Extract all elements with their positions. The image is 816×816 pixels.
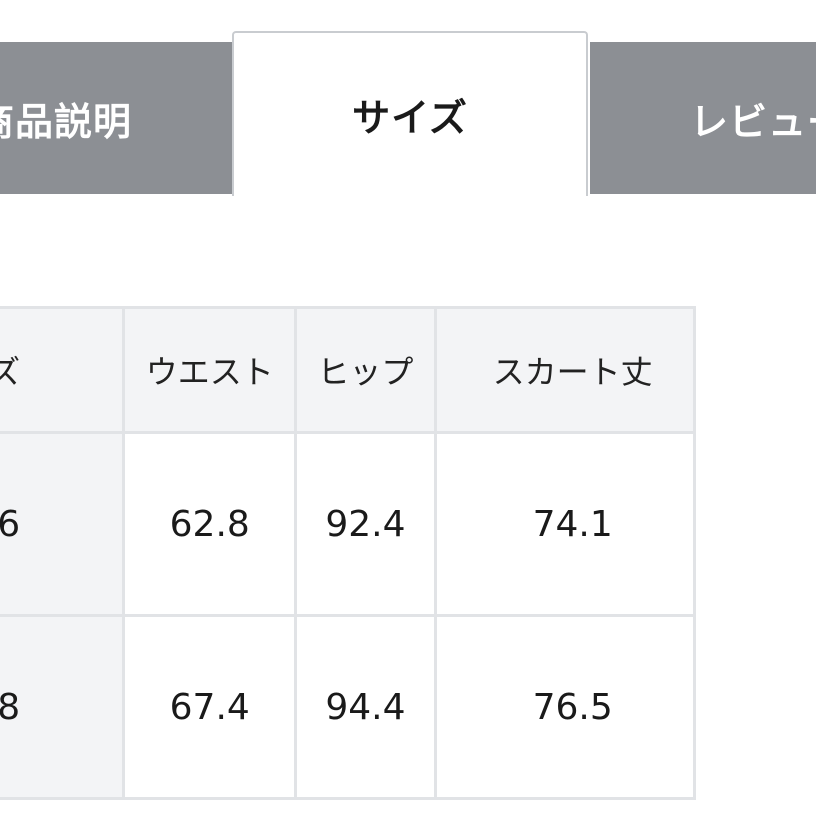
header-skirt-length: スカート丈 [433, 306, 697, 434]
cell-skirt-length: 74.1 [433, 431, 697, 617]
cell-waist: 62.8 [122, 431, 298, 617]
table-row: 38 67.4 94.4 76.5 [0, 614, 697, 800]
table-row: 36 62.8 92.4 74.1 [0, 431, 697, 617]
header-hip: ヒップ [294, 306, 437, 434]
tab-label: レビュー [690, 99, 816, 144]
table-header-row: サイズ ウエスト ヒップ スカート丈 [0, 306, 697, 434]
cell-hip: 94.4 [294, 614, 437, 800]
cell-size: 36 [0, 431, 126, 617]
tab-size[interactable]: サイズ [232, 31, 588, 196]
cell-size: 38 [0, 614, 126, 800]
tab-reviews[interactable]: レビュー [590, 42, 816, 194]
cell-waist: 67.4 [122, 614, 298, 800]
size-table: サイズ ウエスト ヒップ スカート丈 36 62.8 92.4 74.1 38 … [0, 306, 697, 800]
tab-label: サイズ [352, 96, 468, 140]
tab-product-description[interactable]: 商品説明 [0, 42, 232, 194]
tab-bar: 商品説明 サイズ レビュー [0, 0, 816, 200]
cell-hip: 92.4 [294, 431, 437, 617]
tab-label: 商品説明 [0, 99, 132, 144]
header-waist: ウエスト [122, 306, 298, 434]
cell-skirt-length: 76.5 [433, 614, 697, 800]
header-size: サイズ [0, 306, 126, 434]
